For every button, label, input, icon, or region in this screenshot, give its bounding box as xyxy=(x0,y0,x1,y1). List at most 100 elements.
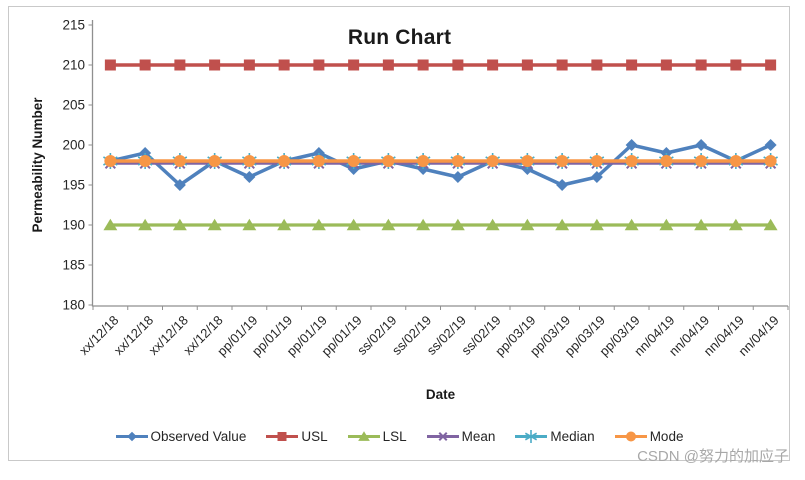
y-tick-label: 215 xyxy=(62,18,85,33)
series-lsl-marker xyxy=(694,218,709,231)
series-lsl-marker xyxy=(103,218,118,231)
series-usl-marker xyxy=(452,59,464,71)
y-tick-label: 180 xyxy=(62,298,85,313)
series-observed-value-marker xyxy=(625,139,638,151)
series-usl-marker xyxy=(313,59,325,71)
legend-marker-square-icon xyxy=(266,432,299,441)
series-lsl-marker xyxy=(555,218,570,231)
series-mode-marker xyxy=(695,155,708,167)
series-lsl-marker xyxy=(485,218,500,231)
series-observed-value-marker xyxy=(590,171,603,183)
series-usl-marker xyxy=(521,59,533,71)
series-mode-marker xyxy=(625,155,638,167)
chart-area xyxy=(8,6,790,461)
series-mode-marker xyxy=(243,155,256,167)
series-usl-marker xyxy=(104,59,116,71)
y-tick-label: 200 xyxy=(62,138,85,153)
series-observed-value-line xyxy=(109,143,772,187)
legend-label: Mode xyxy=(649,429,684,444)
series-lsl-marker xyxy=(381,218,396,231)
y-tick-label: 205 xyxy=(62,98,85,113)
watermark-text: CSDN @努力的加应子 xyxy=(637,448,789,465)
legend-marker-x-icon xyxy=(426,432,459,441)
series-usl-marker xyxy=(278,59,290,71)
series-observed-value-marker xyxy=(451,171,464,183)
series-mode-marker xyxy=(139,155,152,167)
series-mode-marker xyxy=(347,155,360,167)
series-usl-marker xyxy=(660,59,672,71)
legend-label: USL xyxy=(301,429,328,444)
series-observed-value-marker xyxy=(764,139,777,151)
legend-label: Mean xyxy=(461,429,496,444)
legend-marker-shape xyxy=(525,432,538,441)
legend-marker-triangle-icon xyxy=(347,431,380,441)
series-observed-value-marker xyxy=(695,139,708,151)
series-usl-marker xyxy=(556,59,568,71)
series-mode-marker xyxy=(173,155,186,167)
series-mode-marker xyxy=(486,155,499,167)
series-lsl-marker xyxy=(728,218,743,231)
series-usl-marker xyxy=(174,59,186,71)
series-usl-marker xyxy=(695,59,707,71)
y-axis-title: Permeability Number xyxy=(30,97,45,233)
legend-item-lsl: LSL xyxy=(347,429,407,444)
series-observed-value-marker xyxy=(173,179,186,191)
legend-item-mean: Mean xyxy=(426,429,496,444)
y-tick-label: 210 xyxy=(62,58,85,73)
legend-marker-star-icon xyxy=(515,430,548,443)
series-mode-marker xyxy=(312,155,325,167)
legend-marker-circle-icon xyxy=(614,431,647,442)
legend-marker-shape xyxy=(126,431,137,442)
legend-label: LSL xyxy=(382,429,407,444)
series-observed-value-marker xyxy=(556,179,569,191)
legend-label: Median xyxy=(550,429,595,444)
series-mode-marker xyxy=(660,155,673,167)
legend-marker-shape xyxy=(438,432,448,441)
series-mode-marker xyxy=(764,155,777,167)
series-mode-marker xyxy=(208,155,221,167)
series-usl-marker xyxy=(591,59,603,71)
series-lsl-marker xyxy=(659,218,674,231)
series-usl-marker xyxy=(243,59,255,71)
y-tick-label: 195 xyxy=(62,178,85,193)
series-lsl-marker xyxy=(624,218,639,231)
series-observed-value-marker xyxy=(243,171,256,183)
series-lsl-marker xyxy=(416,218,431,231)
series-lsl-marker xyxy=(589,218,604,231)
series-lsl-marker xyxy=(207,218,222,231)
series-mode-marker xyxy=(521,155,534,167)
series-mode-marker xyxy=(278,155,291,167)
series-mode-marker xyxy=(729,155,742,167)
series-usl-marker xyxy=(765,59,777,71)
legend: Observed Value USL LSL Mean Median Mode xyxy=(8,429,791,444)
series-usl-marker xyxy=(139,59,151,71)
series-usl-marker xyxy=(417,59,429,71)
series-usl-marker xyxy=(209,59,221,71)
series-mode-marker xyxy=(382,155,395,167)
series-lsl-marker xyxy=(311,218,326,231)
series-lsl-marker xyxy=(450,218,465,231)
series-lsl-marker xyxy=(346,218,361,231)
legend-marker-shape xyxy=(625,431,636,442)
series-lsl-marker xyxy=(138,218,153,231)
series-mode-marker xyxy=(451,155,464,167)
series-usl-marker xyxy=(487,59,499,71)
series-lsl-marker xyxy=(277,218,292,231)
series-usl-marker xyxy=(348,59,360,71)
y-tick-label: 185 xyxy=(62,258,85,273)
series-mode-marker xyxy=(590,155,603,167)
legend-marker-diamond-icon xyxy=(115,431,148,442)
legend-marker-shape xyxy=(277,432,287,441)
x-axis-title: Date xyxy=(425,387,456,402)
y-tick-label: 190 xyxy=(62,218,85,233)
legend-marker-shape xyxy=(357,431,370,441)
series-lsl-marker xyxy=(242,218,257,231)
series-lsl-marker xyxy=(520,218,535,231)
chart-title: Run Chart xyxy=(347,26,452,49)
series-usl-marker xyxy=(382,59,394,71)
series-mode-marker xyxy=(104,155,117,167)
legend-item-observed-value: Observed Value xyxy=(115,429,246,444)
series-lsl-marker xyxy=(172,218,187,231)
series-usl-marker xyxy=(730,59,742,71)
